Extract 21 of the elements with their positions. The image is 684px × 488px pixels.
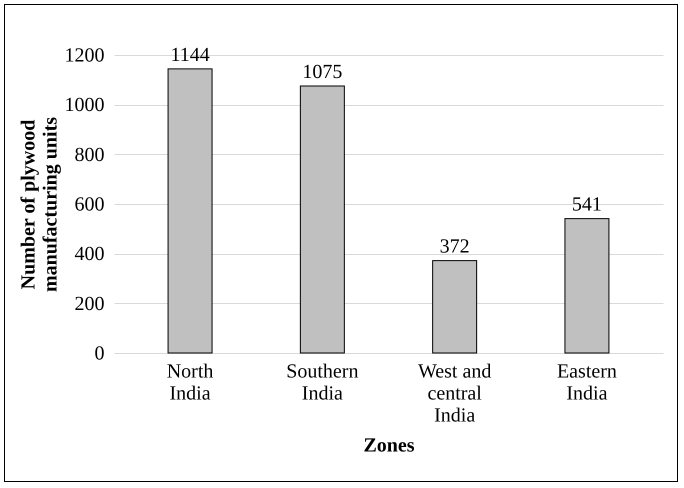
bar [168, 68, 213, 354]
x-tick-label: West and central India [418, 360, 492, 426]
data-label: 372 [440, 236, 470, 258]
y-tick-label: 600 [74, 194, 104, 216]
bar [432, 260, 478, 354]
data-label: 541 [572, 194, 602, 216]
y-tick-label: 800 [74, 144, 104, 166]
x-tick-label: Eastern India [556, 360, 617, 404]
y-tick-label: 1200 [64, 44, 104, 66]
x-axis-title: Zones [363, 434, 415, 456]
y-tick-label: 200 [74, 292, 104, 315]
y-tick-label: 1000 [64, 94, 104, 116]
data-label: 1144 [170, 44, 210, 66]
bar [300, 86, 345, 354]
bar [564, 218, 610, 354]
x-tick-label: Southern India [286, 360, 358, 404]
y-axis-title: Number of plywood manufacturing units [18, 116, 62, 292]
y-tick-label: 400 [74, 243, 104, 266]
x-tick-label: North India [166, 360, 214, 404]
y-tick-label: 0 [94, 342, 104, 364]
data-label: 1075 [302, 61, 342, 84]
